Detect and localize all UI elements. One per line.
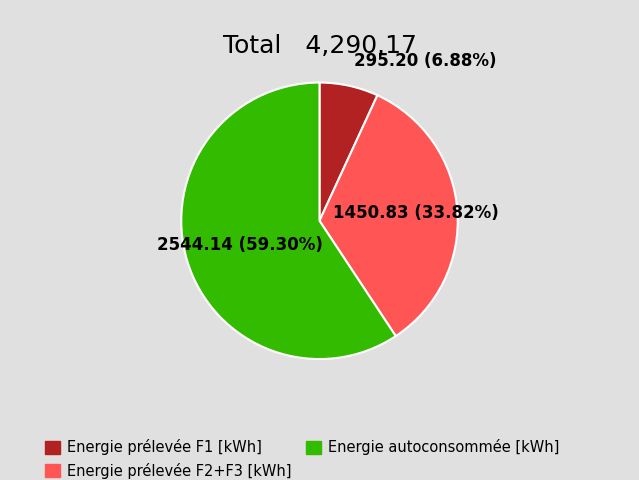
Text: 1450.83 (33.82%): 1450.83 (33.82%) <box>333 204 499 222</box>
Wedge shape <box>320 95 458 336</box>
Wedge shape <box>320 83 378 221</box>
Text: Total   4,290.17: Total 4,290.17 <box>222 34 417 58</box>
Text: 295.20 (6.88%): 295.20 (6.88%) <box>355 52 497 71</box>
Legend: Energie prélevée F1 [kWh], Energie prélevée F2+F3 [kWh], Energie autoconsommée [: Energie prélevée F1 [kWh], Energie préle… <box>41 435 564 480</box>
Text: 2544.14 (59.30%): 2544.14 (59.30%) <box>157 236 323 254</box>
Wedge shape <box>181 83 396 359</box>
